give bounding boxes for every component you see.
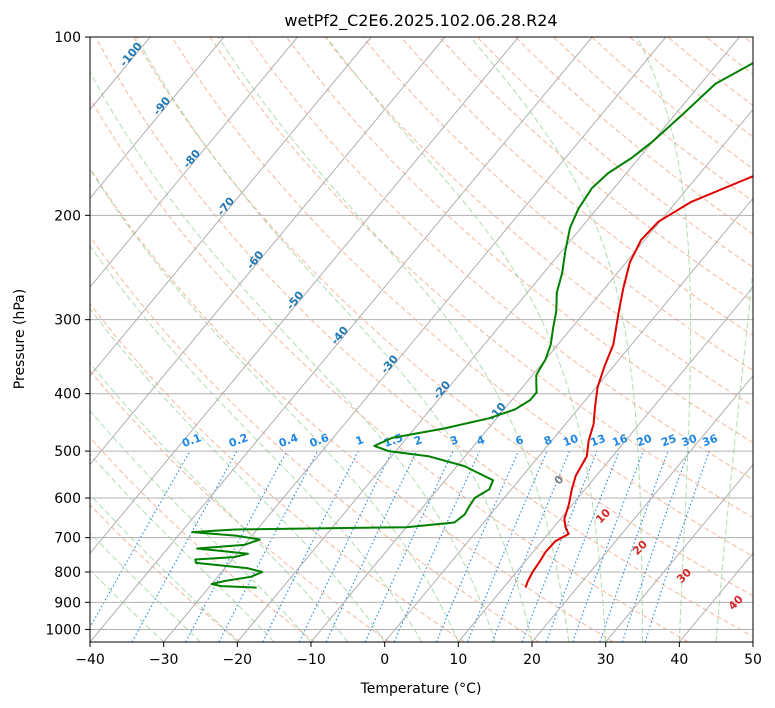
mixing-ratio-line: [572, 450, 644, 642]
mixing-ratio-label: 6: [514, 433, 526, 448]
moist-adiabat: [90, 70, 496, 642]
x-tick-label: −10: [296, 652, 326, 668]
y-tick-label: 100: [54, 30, 81, 46]
mixing-ratio-label: 0.1: [180, 431, 203, 450]
profiles: [191, 62, 753, 589]
moist-adiabat: [135, 37, 533, 642]
dry-adiabat: [247, 37, 753, 481]
x-tick-label: 10: [449, 652, 467, 668]
isotherm: [90, 37, 519, 555]
y-tick-label: 300: [54, 313, 81, 329]
x-tick-label: 30: [597, 652, 615, 668]
mixing-ratio-line: [262, 450, 359, 642]
mixing-ratio-label: 3: [448, 433, 460, 448]
plot-area: [90, 37, 753, 642]
mixing-ratio-label: 16: [611, 432, 630, 450]
dry-adiabat: [90, 235, 540, 642]
mixing-ratio-label: 13: [589, 432, 608, 449]
mixing-ratio-label: 0.6: [308, 431, 331, 450]
isotherm: [384, 197, 753, 642]
dry-adiabat: [286, 37, 753, 444]
y-tick-label: 400: [54, 387, 81, 403]
dry-adiabat: [90, 167, 614, 642]
y-tick-label: 200: [54, 208, 81, 224]
y-tick-label: 700: [54, 531, 81, 547]
moist-adiabat: [715, 264, 753, 642]
isotherm: [90, 37, 298, 288]
moist-adiabat: [326, 37, 607, 642]
mixing-ratio-line: [644, 450, 710, 642]
isotherm: [0, 37, 3, 642]
x-tick-label: 40: [670, 652, 688, 668]
isotherm: [457, 286, 753, 642]
x-tick-label: 0: [380, 652, 389, 668]
mixing-ratio-label: 0.2: [227, 431, 250, 450]
temperature-line: [524, 175, 753, 588]
y-tick-label: 600: [54, 491, 81, 507]
isotherm: [90, 37, 446, 466]
isotherm: [531, 374, 753, 642]
y-tick-label: 800: [54, 565, 81, 581]
isotherm: [90, 37, 372, 377]
x-tick-label: 20: [523, 652, 541, 668]
mixing-ratio-line: [599, 450, 669, 642]
moist-adiabat: [90, 168, 459, 642]
mixing-ratio-label: 2: [412, 433, 424, 448]
moist-adiabat: [470, 37, 643, 642]
mixing-ratio-line: [90, 450, 191, 629]
mixing-ratio-line: [466, 450, 548, 642]
dry-adiabat: [362, 37, 753, 372]
isotherm: [163, 37, 667, 642]
y-tick-label: 900: [54, 595, 81, 611]
mixing-ratio-label: 8: [542, 433, 554, 448]
mixing-ratio-line: [545, 450, 620, 642]
mixing-ratio-line: [435, 450, 519, 642]
x-tick-label: 50: [744, 652, 762, 668]
mixing-ratio-line: [521, 450, 598, 642]
isotherm: [90, 37, 593, 642]
dry-adiabat: [95, 37, 753, 638]
plot-frame: [89, 36, 754, 643]
x-axis-label: Temperature (°C): [360, 681, 482, 697]
dry-adiabat: [90, 303, 465, 642]
y-tick-label: 1000: [45, 622, 81, 638]
mixing-ratio-label: 1: [354, 433, 366, 448]
x-tick-label: −40: [75, 652, 105, 668]
moist-adiabat: [90, 453, 275, 642]
dry-adiabat: [90, 504, 241, 642]
x-tick-label: −30: [149, 652, 179, 668]
axes: −40 −30 −20 −10 0 10 20 30 40 5010020030040050060…: [45, 30, 762, 668]
mixing-ratio-label: 0.4: [277, 431, 300, 450]
y-axis-label: Pressure (hPa): [12, 289, 28, 389]
moist-adiabat: [636, 37, 692, 642]
mixing-ratio-label: 20: [635, 432, 654, 450]
isotherm: [310, 108, 753, 642]
dry-adiabat: [209, 37, 753, 519]
isotherm: [90, 37, 225, 200]
y-tick-label: 500: [54, 444, 81, 460]
mixing-ratio-line: [393, 450, 481, 642]
moist-adiabat: [90, 244, 422, 642]
x-tick-label: −20: [223, 652, 253, 668]
mixing-ratio-label: 30: [680, 432, 699, 450]
chart-title: wetPf2_C2E6.2025.102.06.28.R24: [284, 11, 557, 31]
mixing-ratio-line: [621, 450, 690, 642]
mixing-ratio-label: 4: [475, 433, 487, 448]
dewpoint-line: [191, 62, 753, 589]
background-lines: [0, 37, 753, 642]
mixing-ratio-label: 25: [659, 432, 678, 449]
mixing-ratio-line: [185, 450, 288, 642]
dry-adiabat: [400, 37, 753, 337]
mixing-ratio-label: 10: [561, 432, 580, 450]
moist-adiabat: [217, 37, 570, 642]
isotherm: [752, 641, 753, 642]
isotherm: [605, 463, 753, 642]
mixing-ratio-label: 36: [701, 432, 720, 450]
dry-adiabat: [90, 97, 689, 642]
dry-adiabat: [90, 436, 316, 642]
moist-adiabat: [90, 362, 349, 642]
